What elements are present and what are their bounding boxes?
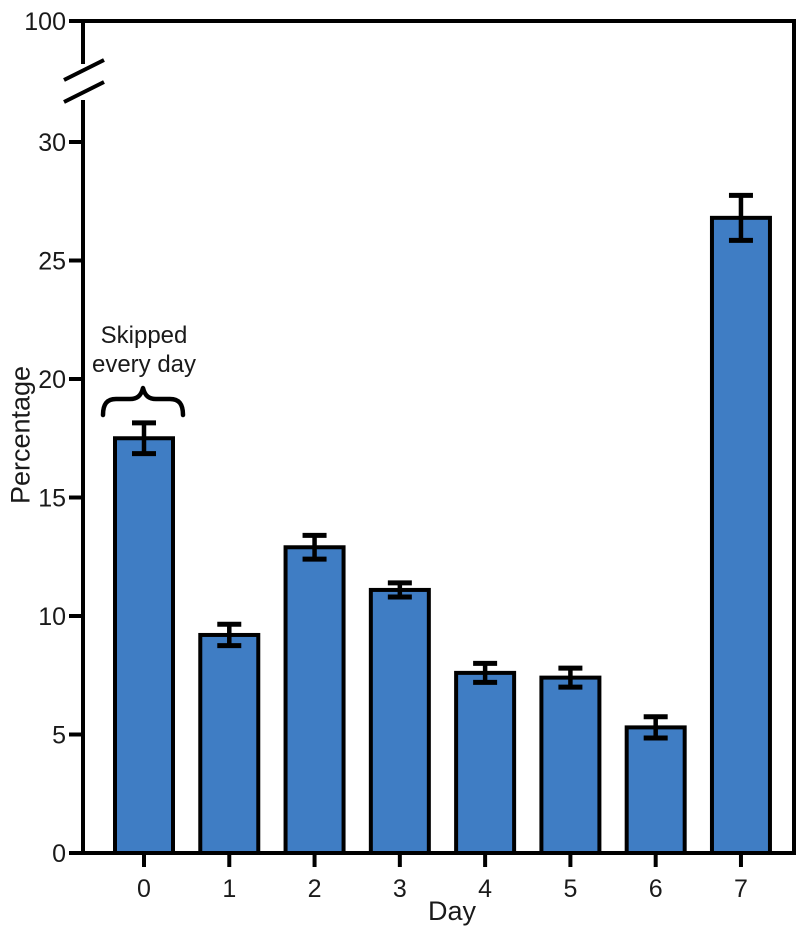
x-tick-label-5: 5 — [563, 875, 577, 903]
x-tick-label-6: 6 — [649, 875, 663, 903]
bar-day-7 — [709, 215, 772, 855]
x-tick-label-2: 2 — [308, 875, 322, 903]
y-tick-label-10: 10 — [38, 603, 66, 631]
axis-break-slash-1 — [63, 58, 105, 82]
annotation-line-2: every day — [91, 351, 197, 378]
y-tick-label-30: 30 — [38, 129, 66, 157]
bar-day-4 — [454, 670, 517, 855]
x-tick-label-1: 1 — [222, 875, 236, 903]
bar-day-1 — [198, 632, 261, 856]
annotation-skipped-every-day: Skipped every day — [92, 321, 196, 379]
annotation-brace — [100, 385, 186, 418]
y-tick-label-5: 5 — [52, 722, 66, 750]
bar-day-5 — [539, 675, 602, 855]
y-tick-label-0: 0 — [52, 840, 66, 868]
y-tick-label-25: 25 — [38, 248, 66, 276]
x-tick-label-4: 4 — [478, 875, 492, 903]
x-tick-label-7: 7 — [734, 875, 748, 903]
axis-break-slash-2 — [63, 80, 105, 104]
bar-day-2 — [283, 545, 346, 856]
x-tick-label-0: 0 — [137, 875, 151, 903]
x-tick-label-3: 3 — [393, 875, 407, 903]
annotation-line-1: Skipped — [100, 322, 188, 349]
y-axis-title: Percentage — [5, 365, 36, 505]
y-tick-label-20: 20 — [38, 366, 66, 394]
x-axis-title: Day — [427, 896, 477, 926]
bar-day-3 — [368, 587, 431, 855]
y-tick-label-100: 100 — [24, 8, 66, 36]
bar-day-6 — [624, 725, 687, 856]
y-tick-label-15: 15 — [38, 485, 66, 513]
bar-day-0 — [113, 436, 175, 855]
